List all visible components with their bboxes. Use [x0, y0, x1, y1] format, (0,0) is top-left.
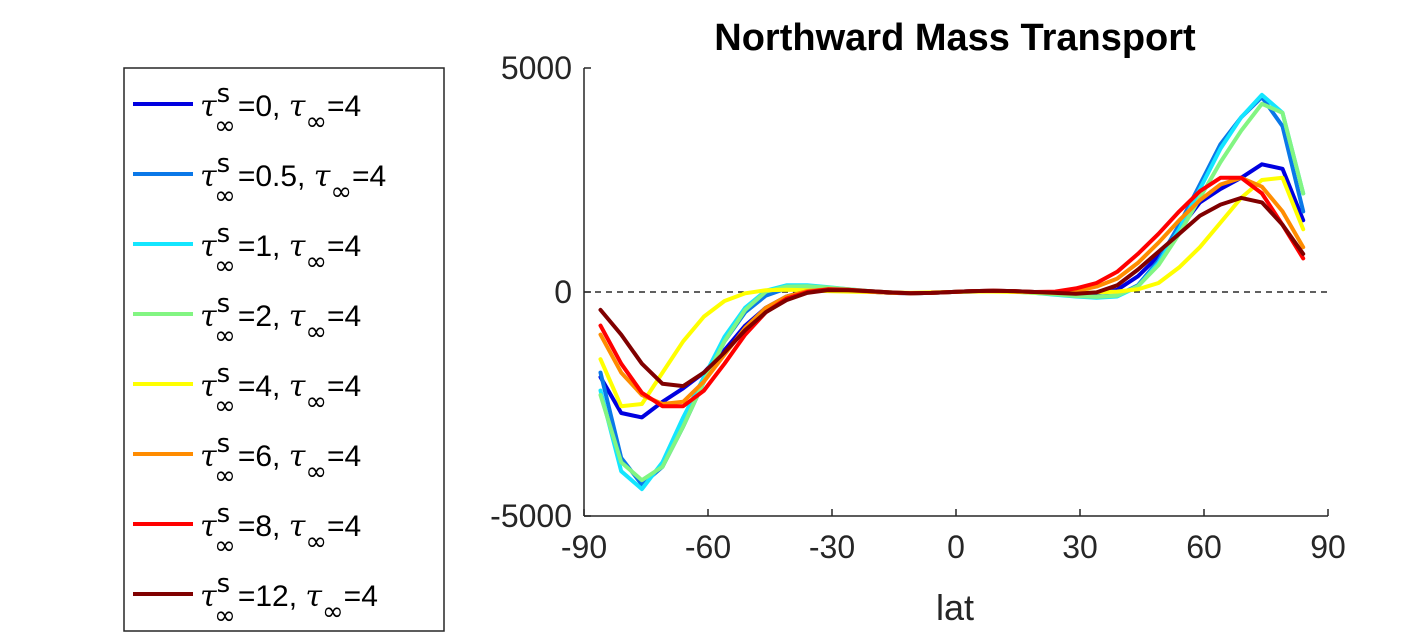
legend-label-7: τs ∞=12, τ∞=4: [200, 569, 378, 631]
legend-label-5: τs ∞=6, τ∞=4: [200, 429, 361, 491]
legend-label-4: τs ∞=4, τ∞=4: [200, 359, 361, 421]
legend-label-2: τs ∞=1, τ∞=4: [200, 219, 361, 281]
x-tick-label: 60: [1186, 529, 1222, 565]
x-tick-label: 90: [1310, 529, 1346, 565]
legend-label-6: τs ∞=8, τ∞=4: [200, 499, 361, 561]
chart-title: Northward Mass Transport: [714, 17, 1196, 59]
x-tick-label: 0: [947, 529, 965, 565]
series-layer: [598, 92, 1306, 492]
legend: τs ∞=0, τ∞=4 τs ∞=0.5, τ∞=4 τs ∞=1, τ∞=4 τs ∞=2…: [123, 67, 445, 632]
x-tick-label: -30: [809, 529, 855, 565]
legend-label-0: τs ∞=0, τ∞=4: [200, 79, 361, 141]
legend-label-3: τs ∞=2, τ∞=4: [200, 289, 361, 351]
plot-area: -90 -60 -30 0 30 60 90 -5000 0 5000: [490, 50, 1346, 565]
y-tick-label: 5000: [501, 50, 572, 86]
y-tick-label: 0: [554, 274, 572, 310]
series-line-7: [598, 195, 1306, 389]
legend-label-1: τs ∞=0.5, τ∞=4: [200, 149, 386, 211]
x-tick-label: -60: [685, 529, 731, 565]
axis-ticks: -90 -60 -30 0 30 60 90 -5000 0 5000: [490, 50, 1346, 565]
x-tick-label: -90: [561, 529, 607, 565]
x-tick-label: 30: [1062, 529, 1098, 565]
y-tick-label: -5000: [490, 498, 572, 534]
legend-box: [123, 67, 445, 632]
x-axis-label: lat: [936, 587, 974, 628]
